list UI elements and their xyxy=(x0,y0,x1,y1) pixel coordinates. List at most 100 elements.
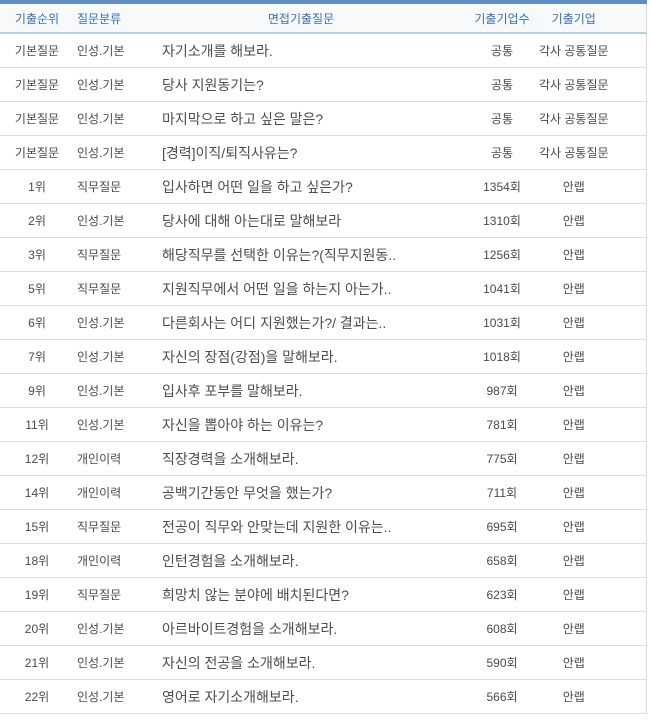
company-cell: 안랩 xyxy=(538,611,646,646)
category-cell: 개인이력 xyxy=(74,543,136,578)
company-cell: 안랩 xyxy=(538,509,646,544)
company-cell: 안랩 xyxy=(538,373,646,408)
table-row[interactable]: 기본질문 인성.기본 마지막으로 하고 싶은 말은? 공통 각사 공통질문 xyxy=(0,101,646,136)
count-cell: 711회 xyxy=(466,475,538,510)
count-cell: 658회 xyxy=(466,543,538,578)
company-cell: 안랩 xyxy=(538,339,646,374)
count-cell: 공통 xyxy=(466,67,538,102)
company-cell: 안랩 xyxy=(538,203,646,238)
table-row[interactable]: 12위 개인이력 직장경력을 소개해보라. 775회 안랩 xyxy=(0,441,646,476)
table-body: 기본질문 인성.기본 자기소개를 해보라. 공통 각사 공통질문 기본질문 인성.기본 당사 … xyxy=(0,33,646,714)
question-cell[interactable]: 영어로 자기소개해보라. xyxy=(136,679,466,714)
count-cell: 590회 xyxy=(466,645,538,680)
company-cell: 각사 공통질문 xyxy=(538,67,646,102)
question-cell[interactable]: 지원직무에서 어떤 일을 하는지 아는가.. xyxy=(136,271,466,306)
table-row[interactable]: 15위 직무질문 전공이 직무와 안맞는데 지원한 이유는.. 695회 안랩 xyxy=(0,509,646,544)
company-cell: 안랩 xyxy=(538,271,646,306)
question-cell[interactable]: 공백기간동안 무엇을 했는가? xyxy=(136,475,466,510)
category-cell: 인성.기본 xyxy=(74,33,136,68)
table-row[interactable]: 18위 개인이력 인턴경험을 소개해보라. 658회 안랩 xyxy=(0,543,646,578)
rank-cell: 6위 xyxy=(0,305,74,340)
category-cell: 인성.기본 xyxy=(74,679,136,714)
question-cell[interactable]: 인턴경험을 소개해보라. xyxy=(136,543,466,578)
rank-cell: 1위 xyxy=(0,169,74,204)
table-row[interactable]: 3위 직무질문 해당직무를 선택한 이유는?(직무지원동.. 1256회 안랩 xyxy=(0,237,646,272)
category-cell: 인성.기본 xyxy=(74,407,136,442)
table-row[interactable]: 2위 인성.기본 당사에 대해 아는대로 말해보라 1310회 안랩 xyxy=(0,203,646,238)
count-cell: 775회 xyxy=(466,441,538,476)
question-cell[interactable]: 입사후 포부를 말해보라. xyxy=(136,373,466,408)
rank-cell: 5위 xyxy=(0,271,74,306)
question-cell[interactable]: [경력]이직/퇴직사유는? xyxy=(136,135,466,170)
table-row[interactable]: 20위 인성.기본 아르바이트경험을 소개해보라. 608회 안랩 xyxy=(0,611,646,646)
count-cell: 공통 xyxy=(466,101,538,136)
rank-cell: 기본질문 xyxy=(0,135,74,170)
company-cell: 안랩 xyxy=(538,237,646,272)
question-cell[interactable]: 해당직무를 선택한 이유는?(직무지원동.. xyxy=(136,237,466,272)
table-row[interactable]: 21위 인성.기본 자신의 전공을 소개해보라. 590회 안랩 xyxy=(0,645,646,680)
company-cell: 각사 공통질문 xyxy=(538,33,646,68)
rank-cell: 3위 xyxy=(0,237,74,272)
rank-cell: 22위 xyxy=(0,679,74,714)
table-row[interactable]: 11위 인성.기본 자신을 뽑아야 하는 이유는? 781회 안랩 xyxy=(0,407,646,442)
company-cell: 안랩 xyxy=(538,679,646,714)
table-row[interactable]: 9위 인성.기본 입사후 포부를 말해보라. 987회 안랩 xyxy=(0,373,646,408)
category-cell: 인성.기본 xyxy=(74,305,136,340)
question-cell[interactable]: 희망치 않는 분야에 배치된다면? xyxy=(136,577,466,612)
rank-cell: 18위 xyxy=(0,543,74,578)
table-row[interactable]: 기본질문 인성.기본 자기소개를 해보라. 공통 각사 공통질문 xyxy=(0,33,646,68)
category-cell: 인성.기본 xyxy=(74,645,136,680)
company-cell: 안랩 xyxy=(538,543,646,578)
table-row[interactable]: 6위 인성.기본 다른회사는 어디 지원했는가?/ 결과는.. 1031회 안랩 xyxy=(0,305,646,340)
company-cell: 안랩 xyxy=(538,169,646,204)
question-cell[interactable]: 당사 지원동기는? xyxy=(136,67,466,102)
count-cell: 1031회 xyxy=(466,305,538,340)
rank-cell: 기본질문 xyxy=(0,67,74,102)
question-cell[interactable]: 다른회사는 어디 지원했는가?/ 결과는.. xyxy=(136,305,466,340)
category-cell: 개인이력 xyxy=(74,441,136,476)
question-cell[interactable]: 입사하면 어떤 일을 하고 싶은가? xyxy=(136,169,466,204)
rank-cell: 12위 xyxy=(0,441,74,476)
rank-cell: 기본질문 xyxy=(0,101,74,136)
count-cell: 566회 xyxy=(466,679,538,714)
count-cell: 623회 xyxy=(466,577,538,612)
question-cell[interactable]: 마지막으로 하고 싶은 말은? xyxy=(136,101,466,136)
table-row[interactable]: 14위 개인이력 공백기간동안 무엇을 했는가? 711회 안랩 xyxy=(0,475,646,510)
question-cell[interactable]: 자기소개를 해보라. xyxy=(136,33,466,68)
question-cell[interactable]: 자신의 전공을 소개해보라. xyxy=(136,645,466,680)
header-category: 질문분류 xyxy=(74,2,136,34)
category-cell: 직무질문 xyxy=(74,509,136,544)
count-cell: 781회 xyxy=(466,407,538,442)
question-cell[interactable]: 전공이 직무와 안맞는데 지원한 이유는.. xyxy=(136,509,466,544)
category-cell: 인성.기본 xyxy=(74,67,136,102)
table-row[interactable]: 19위 직무질문 희망치 않는 분야에 배치된다면? 623회 안랩 xyxy=(0,577,646,612)
company-cell: 각사 공통질문 xyxy=(538,101,646,136)
header-rank: 기출순위 xyxy=(0,2,74,34)
question-cell[interactable]: 당사에 대해 아는대로 말해보라 xyxy=(136,203,466,238)
category-cell: 인성.기본 xyxy=(74,373,136,408)
company-cell: 안랩 xyxy=(538,441,646,476)
count-cell: 1256회 xyxy=(466,237,538,272)
header-company: 기출기업 xyxy=(538,2,646,34)
table-header: 기출순위 질문분류 면접기출질문 기출기업수 기출기업 xyxy=(0,2,646,34)
count-cell: 공통 xyxy=(466,33,538,68)
category-cell: 인성.기본 xyxy=(74,611,136,646)
count-cell: 987회 xyxy=(466,373,538,408)
company-cell: 안랩 xyxy=(538,407,646,442)
question-cell[interactable]: 자신의 장점(강점)을 말해보라. xyxy=(136,339,466,374)
question-cell[interactable]: 직장경력을 소개해보라. xyxy=(136,441,466,476)
category-cell: 직무질문 xyxy=(74,577,136,612)
table-row[interactable]: 기본질문 인성.기본 당사 지원동기는? 공통 각사 공통질문 xyxy=(0,67,646,102)
company-cell: 안랩 xyxy=(538,577,646,612)
table-row[interactable]: 1위 직무질문 입사하면 어떤 일을 하고 싶은가? 1354회 안랩 xyxy=(0,169,646,204)
table-row[interactable]: 기본질문 인성.기본 [경력]이직/퇴직사유는? 공통 각사 공통질문 xyxy=(0,135,646,170)
table-row[interactable]: 7위 인성.기본 자신의 장점(강점)을 말해보라. 1018회 안랩 xyxy=(0,339,646,374)
count-cell: 1354회 xyxy=(466,169,538,204)
table-row[interactable]: 5위 직무질문 지원직무에서 어떤 일을 하는지 아는가.. 1041회 안랩 xyxy=(0,271,646,306)
question-cell[interactable]: 아르바이트경험을 소개해보라. xyxy=(136,611,466,646)
question-cell[interactable]: 자신을 뽑아야 하는 이유는? xyxy=(136,407,466,442)
table-row[interactable]: 22위 인성.기본 영어로 자기소개해보라. 566회 안랩 xyxy=(0,679,646,714)
category-cell: 인성.기본 xyxy=(74,135,136,170)
count-cell: 1041회 xyxy=(466,271,538,306)
